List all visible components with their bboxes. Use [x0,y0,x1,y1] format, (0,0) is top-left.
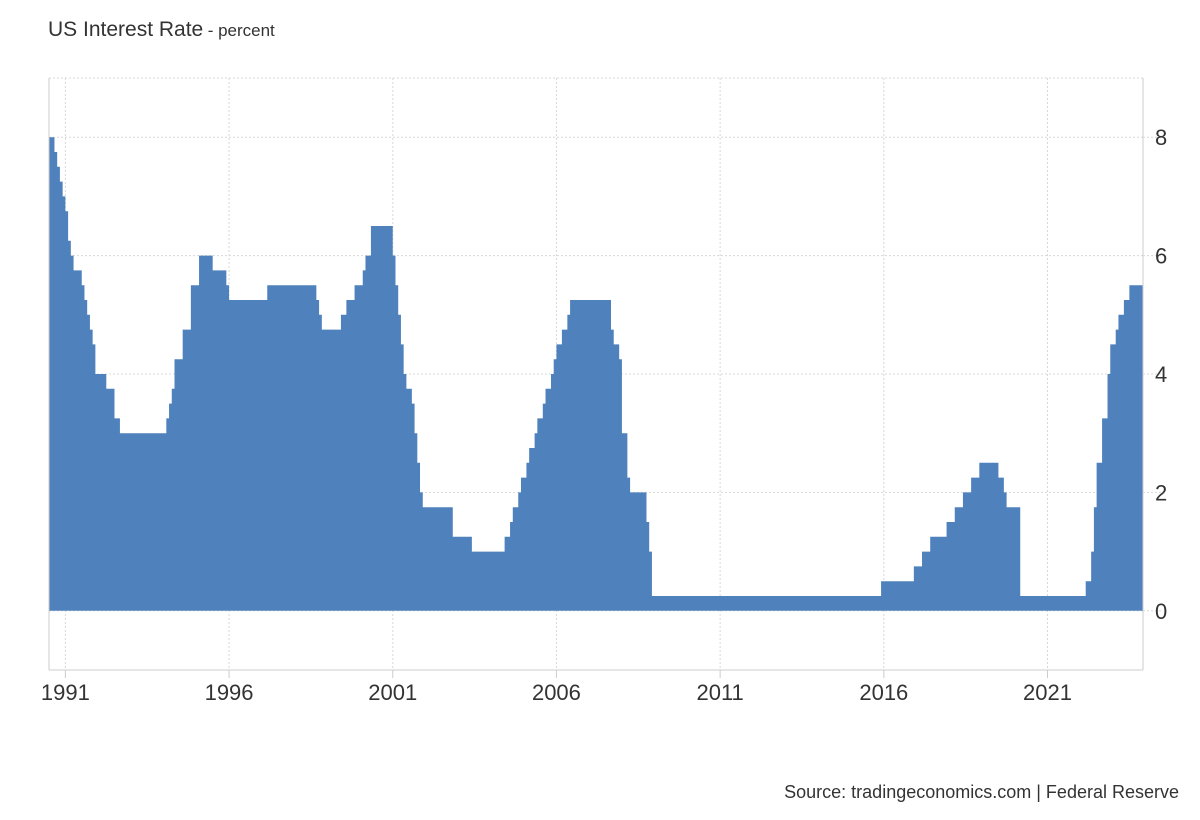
chart-subtitle: - percent [207,21,275,40]
y-tick-label: 6 [1155,244,1167,269]
interest-rate-chart: 0 2 4 6 8 1991 1996 2001 2006 2011 2016 2021 [41,77,1167,705]
x-tick-label: 2021 [1023,680,1072,705]
x-tick-label: 1991 [41,680,90,705]
y-tick-label: 4 [1155,362,1167,387]
x-tick-label: 2001 [368,680,417,705]
x-tick-label: 2011 [696,680,743,705]
y-tick-label: 0 [1155,599,1167,624]
x-tick-label: 2016 [859,680,908,705]
rate-area-series [49,137,1143,611]
x-tick-label: 1996 [205,680,254,705]
y-tick-label: 2 [1155,480,1167,505]
source-credit: Source: tradingeconomics.com | Federal R… [784,782,1179,802]
chart-heading: US Interest Rate - percent [48,18,275,42]
x-tick-label: 2006 [532,680,581,705]
chart-title: US Interest Rate [48,18,204,41]
y-tick-label: 8 [1155,125,1167,150]
